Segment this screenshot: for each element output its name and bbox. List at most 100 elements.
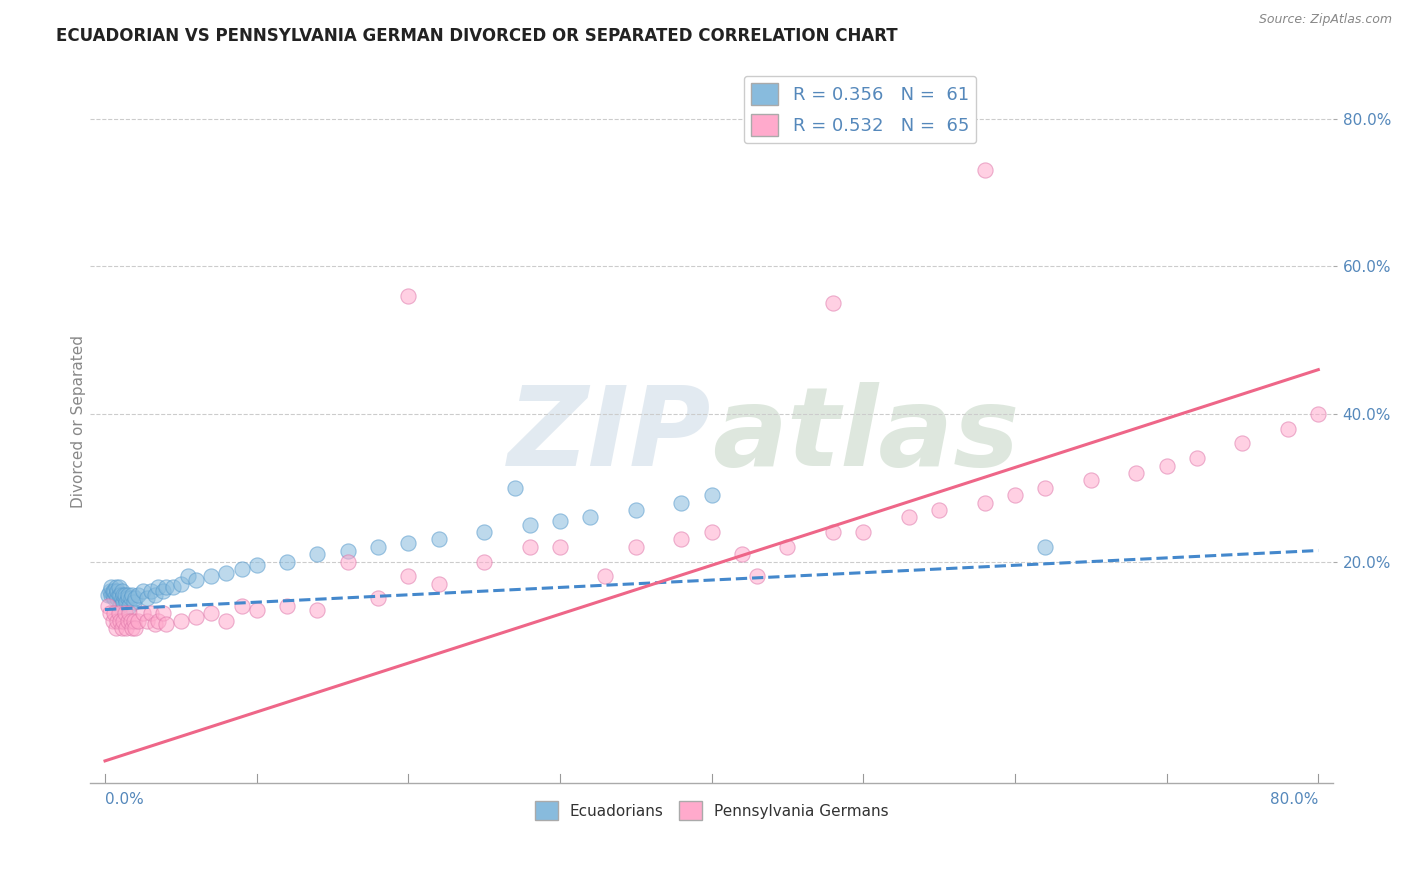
Point <box>104 588 127 602</box>
Point <box>117 614 139 628</box>
Point <box>117 588 139 602</box>
Point <box>579 510 602 524</box>
Point <box>132 607 155 621</box>
Point <box>143 617 166 632</box>
Point <box>98 584 121 599</box>
Point <box>101 584 124 599</box>
Point <box>367 591 389 606</box>
Point <box>246 558 269 573</box>
Point <box>928 503 950 517</box>
Point <box>139 584 162 599</box>
Point <box>624 540 647 554</box>
Point <box>121 621 143 635</box>
Point <box>731 547 754 561</box>
Point <box>117 591 139 606</box>
Point <box>136 614 159 628</box>
Point <box>98 607 121 621</box>
Point <box>112 588 135 602</box>
Point <box>519 540 541 554</box>
Point <box>276 555 298 569</box>
Point <box>821 296 844 310</box>
Point <box>112 595 135 609</box>
Point <box>170 576 193 591</box>
Point <box>897 510 920 524</box>
Point <box>747 569 769 583</box>
Legend: Ecuadorians, Pennsylvania Germans: Ecuadorians, Pennsylvania Germans <box>529 795 894 826</box>
Point <box>97 599 120 613</box>
Text: atlas: atlas <box>711 383 1019 490</box>
Point <box>152 584 174 599</box>
Text: ZIP: ZIP <box>508 383 711 490</box>
Point <box>132 584 155 599</box>
Point <box>139 607 162 621</box>
Point <box>700 524 723 539</box>
Point <box>115 595 138 609</box>
Point <box>671 495 693 509</box>
Point <box>97 588 120 602</box>
Point <box>105 591 128 606</box>
Point <box>118 607 141 621</box>
Point <box>231 599 253 613</box>
Point <box>973 495 995 509</box>
Point <box>111 591 134 606</box>
Point <box>427 576 450 591</box>
Point <box>155 581 177 595</box>
Point <box>1308 407 1330 421</box>
Point <box>1033 481 1056 495</box>
Point <box>396 536 419 550</box>
Text: 0.0%: 0.0% <box>105 792 143 807</box>
Point <box>114 591 136 606</box>
Point <box>155 617 177 632</box>
Point <box>1232 436 1254 450</box>
Point <box>307 547 329 561</box>
Point <box>200 607 222 621</box>
Point <box>624 503 647 517</box>
Point <box>396 289 419 303</box>
Point <box>1033 540 1056 554</box>
Point <box>427 533 450 547</box>
Point <box>118 599 141 613</box>
Point <box>1004 488 1026 502</box>
Point <box>100 588 122 602</box>
Point <box>215 566 238 580</box>
Point <box>307 602 329 616</box>
Point <box>111 584 134 599</box>
Point <box>162 581 184 595</box>
Point <box>472 555 495 569</box>
Point <box>146 581 169 595</box>
Point <box>103 591 125 606</box>
Point <box>105 584 128 599</box>
Point <box>122 595 145 609</box>
Point <box>120 614 142 628</box>
Point <box>776 540 799 554</box>
Point <box>103 607 125 621</box>
Point <box>105 614 128 628</box>
Point <box>973 163 995 178</box>
Y-axis label: Divorced or Separated: Divorced or Separated <box>72 334 86 508</box>
Point <box>548 540 571 554</box>
Point <box>100 581 122 595</box>
Point <box>367 540 389 554</box>
Point <box>146 614 169 628</box>
Point <box>184 610 207 624</box>
Point <box>852 524 875 539</box>
Point <box>104 621 127 635</box>
Point <box>127 588 149 602</box>
Point <box>548 514 571 528</box>
Point <box>127 614 149 628</box>
Point <box>108 588 131 602</box>
Point <box>108 599 131 613</box>
Point <box>152 607 174 621</box>
Point <box>821 524 844 539</box>
Point <box>1080 474 1102 488</box>
Point <box>472 524 495 539</box>
Point <box>1125 466 1147 480</box>
Point <box>519 517 541 532</box>
Point <box>1156 458 1178 473</box>
Point <box>143 588 166 602</box>
Point <box>104 581 127 595</box>
Point <box>107 581 129 595</box>
Point <box>215 614 238 628</box>
Point <box>1185 451 1208 466</box>
Point <box>1277 422 1299 436</box>
